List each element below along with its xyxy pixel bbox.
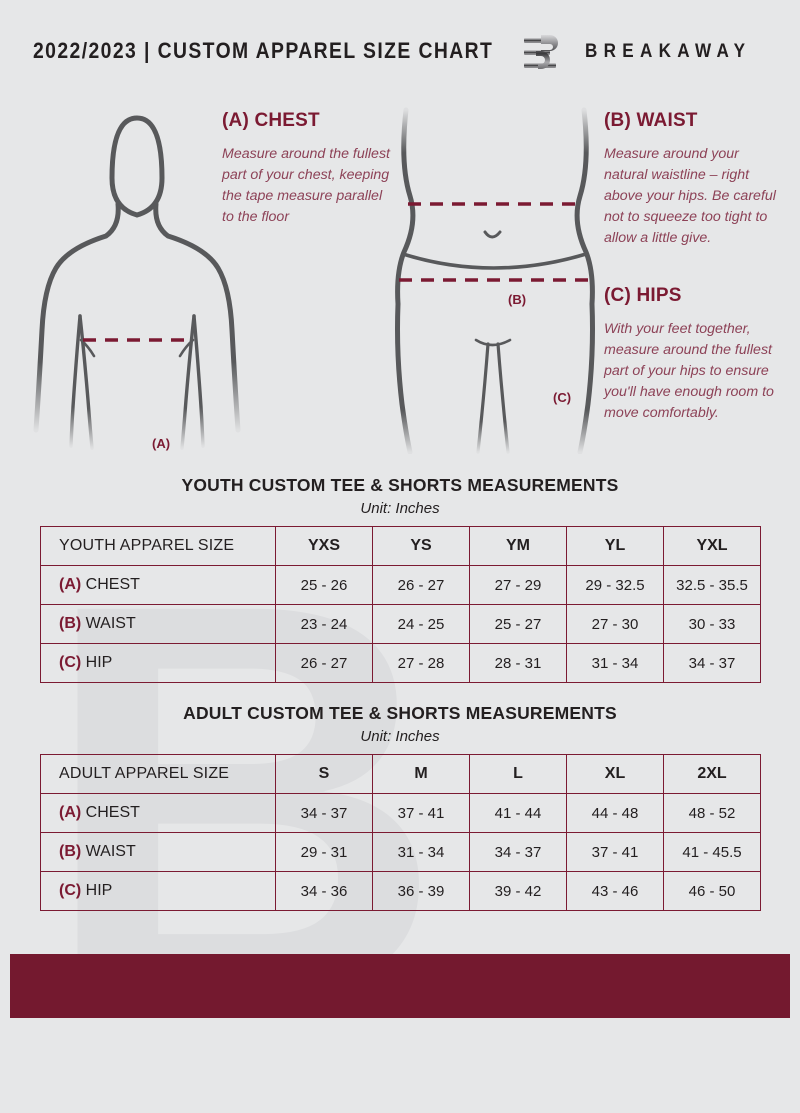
table-header-row: ADULT APPAREL SIZE S M L XL 2XL xyxy=(40,754,761,794)
adult-hip-l: 39 - 42 xyxy=(469,871,567,911)
adult-waist-l: 34 - 37 xyxy=(469,832,567,872)
waist-measure-label: (B) xyxy=(508,292,527,307)
youth-measurements-block: YOUTH CUSTOM TEE & SHORTS MEASUREMENTS U… xyxy=(40,475,761,683)
adult-table-unit: Unit: Inches xyxy=(360,728,440,745)
adult-size-col-3: XL xyxy=(566,754,664,794)
callout-hips-body: With your feet together, measure around … xyxy=(604,321,774,421)
adult-row-label-hip: (C) HIP xyxy=(40,871,276,911)
adult-chest-2xl: 48 - 52 xyxy=(663,793,761,833)
table-row: (C) HIP 34 - 36 36 - 39 39 - 42 43 - 46 … xyxy=(40,871,761,911)
youth-size-col-0: YXS xyxy=(275,526,373,566)
adult-row-label-waist: (B) WAIST xyxy=(40,832,276,872)
youth-waist-yl: 27 - 30 xyxy=(566,604,664,644)
adult-hip-s: 34 - 36 xyxy=(275,871,373,911)
callout-chest: (A) CHEST Measure around the fullest par… xyxy=(222,110,397,228)
youth-chest-yxs: 25 - 26 xyxy=(275,565,373,605)
table-row: (A) CHEST 25 - 26 26 - 27 27 - 29 29 - 3… xyxy=(40,565,761,605)
row-name: WAIST xyxy=(85,615,136,632)
youth-row-label-chest: (A) CHEST xyxy=(40,565,276,605)
youth-chest-yl: 29 - 32.5 xyxy=(566,565,664,605)
row-tag: (A) xyxy=(59,804,82,821)
breakaway-b-logo-icon xyxy=(524,35,559,69)
adult-row-label-chest: (A) CHEST xyxy=(40,793,276,833)
youth-hip-yxl: 34 - 37 xyxy=(663,643,761,683)
youth-waist-ys: 24 - 25 xyxy=(372,604,470,644)
youth-size-col-3: YL xyxy=(566,526,664,566)
brand-name: BREAKAWAY xyxy=(585,41,752,62)
youth-row-label-waist: (B) WAIST xyxy=(40,604,276,644)
male-lower-body-outline-icon xyxy=(395,107,595,454)
row-tag: (B) xyxy=(59,843,82,860)
brand-lockup: BREAKAWAY xyxy=(521,32,770,72)
row-name: HIP xyxy=(85,654,113,671)
table-row: (B) WAIST 29 - 31 31 - 34 34 - 37 37 - 4… xyxy=(40,832,761,872)
row-name: HIP xyxy=(85,882,113,899)
youth-size-col-2: YM xyxy=(469,526,567,566)
row-name: WAIST xyxy=(85,843,136,860)
adult-size-col-0: S xyxy=(275,754,373,794)
callout-chest-heading: (A) CHEST xyxy=(222,110,320,131)
youth-size-header-label: YOUTH APPAREL SIZE xyxy=(40,526,276,566)
youth-size-col-4: YXL xyxy=(663,526,761,566)
adult-hip-2xl: 46 - 50 xyxy=(663,871,761,911)
adult-chest-s: 34 - 37 xyxy=(275,793,373,833)
youth-hip-yl: 31 - 34 xyxy=(566,643,664,683)
adult-size-col-2: L xyxy=(469,754,567,794)
page-title: 2022/2023 | CUSTOM APPAREL SIZE CHART xyxy=(33,38,494,63)
youth-chest-ys: 26 - 27 xyxy=(372,565,470,605)
youth-waist-yxl: 30 - 33 xyxy=(663,604,761,644)
youth-row-label-hip: (C) HIP xyxy=(40,643,276,683)
footer-bar xyxy=(10,954,790,1018)
adult-size-col-4: 2XL xyxy=(663,754,761,794)
youth-hip-yxs: 26 - 27 xyxy=(275,643,373,683)
adult-size-header-label: ADULT APPAREL SIZE xyxy=(40,754,276,794)
callout-waist-body: Measure around your natural waistline – … xyxy=(604,146,776,246)
hip-measure-label: (C) xyxy=(553,390,572,405)
adult-waist-m: 31 - 34 xyxy=(372,832,470,872)
callout-hips-heading: (C) HIPS xyxy=(604,285,682,306)
adult-chest-m: 37 - 41 xyxy=(372,793,470,833)
youth-waist-ym: 25 - 27 xyxy=(469,604,567,644)
callout-waist-heading: (B) WAIST xyxy=(604,110,698,131)
callout-waist: (B) WAIST Measure around your natural wa… xyxy=(604,110,786,248)
adult-waist-xl: 37 - 41 xyxy=(566,832,664,872)
youth-table-title: YOUTH CUSTOM TEE & SHORTS MEASUREMENTS xyxy=(181,475,619,495)
row-tag: (A) xyxy=(59,576,82,593)
adult-chest-l: 41 - 44 xyxy=(469,793,567,833)
table-row: (A) CHEST 34 - 37 37 - 41 41 - 44 44 - 4… xyxy=(40,793,761,833)
table-row: (C) HIP 26 - 27 27 - 28 28 - 31 31 - 34 … xyxy=(40,643,761,683)
male-torso-outline-icon xyxy=(33,115,241,450)
youth-waist-yxs: 23 - 24 xyxy=(275,604,373,644)
measurement-illustrations: (A) (B) (C) xyxy=(0,96,800,466)
youth-size-table: YOUTH APPAREL SIZE YXS YS YM YL YXL (A) … xyxy=(40,526,761,683)
youth-hip-ym: 28 - 31 xyxy=(469,643,567,683)
chest-measure-label: (A) xyxy=(152,436,171,451)
youth-chest-ym: 27 - 29 xyxy=(469,565,567,605)
callout-hips: (C) HIPS With your feet together, measur… xyxy=(604,285,789,423)
callout-chest-body: Measure around the fullest part of your … xyxy=(222,146,390,225)
table-row: (B) WAIST 23 - 24 24 - 25 25 - 27 27 - 3… xyxy=(40,604,761,644)
table-header-row: YOUTH APPAREL SIZE YXS YS YM YL YXL xyxy=(40,526,761,566)
youth-table-unit: Unit: Inches xyxy=(360,500,440,517)
youth-size-col-1: YS xyxy=(372,526,470,566)
row-name: CHEST xyxy=(85,804,140,821)
youth-chest-yxl: 32.5 - 35.5 xyxy=(663,565,761,605)
adult-size-table: ADULT APPAREL SIZE S M L XL 2XL (A) CHES… xyxy=(40,754,761,911)
row-tag: (B) xyxy=(59,615,82,632)
youth-hip-ys: 27 - 28 xyxy=(372,643,470,683)
page-header: 2022/2023 | CUSTOM APPAREL SIZE CHART BR… xyxy=(0,0,800,96)
adult-table-title: ADULT CUSTOM TEE & SHORTS MEASUREMENTS xyxy=(183,703,617,723)
adult-hip-xl: 43 - 46 xyxy=(566,871,664,911)
row-tag: (C) xyxy=(59,654,82,671)
adult-size-col-1: M xyxy=(372,754,470,794)
row-tag: (C) xyxy=(59,882,82,899)
adult-waist-s: 29 - 31 xyxy=(275,832,373,872)
adult-waist-2xl: 41 - 45.5 xyxy=(663,832,761,872)
adult-hip-m: 36 - 39 xyxy=(372,871,470,911)
row-name: CHEST xyxy=(85,576,140,593)
adult-chest-xl: 44 - 48 xyxy=(566,793,664,833)
adult-measurements-block: ADULT CUSTOM TEE & SHORTS MEASUREMENTS U… xyxy=(40,703,761,911)
